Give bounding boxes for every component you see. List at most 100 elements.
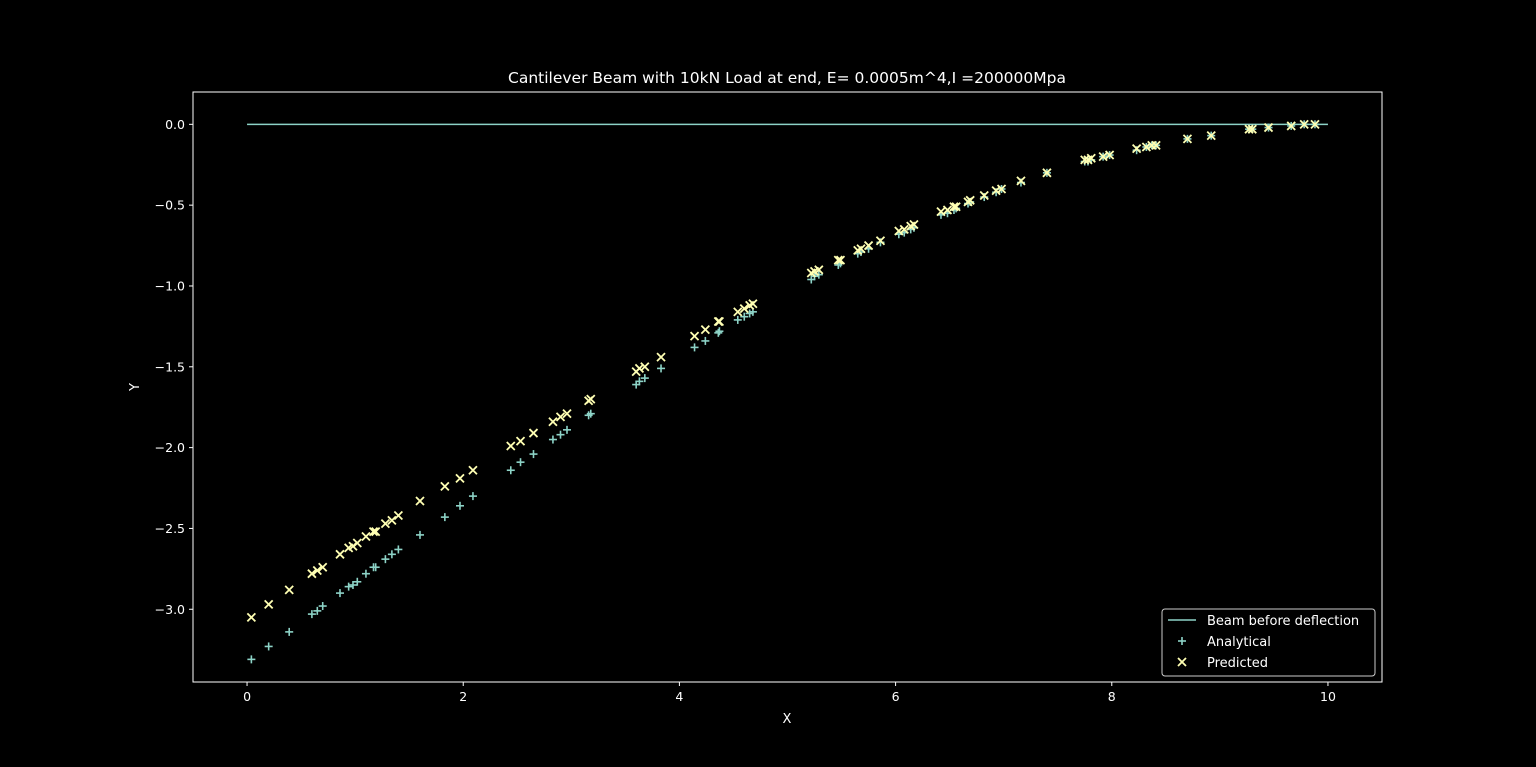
predicted-point: [894, 226, 904, 236]
predicted-point-b: [640, 362, 650, 372]
predicted-point: [528, 428, 539, 438]
analytical-point: [690, 343, 699, 352]
analytical-point: [415, 530, 424, 539]
predicted-point: [1141, 142, 1151, 152]
predicted-point: [393, 510, 404, 521]
predicted-point: [949, 202, 959, 212]
predicted-point: [863, 240, 874, 251]
analytical-point: [586, 409, 595, 418]
analytical-point: [506, 466, 515, 475]
analytical-point: [353, 577, 362, 586]
predicted-point: [875, 236, 886, 246]
analytical-point: [313, 606, 322, 615]
analytical-point: [548, 435, 557, 444]
predicted-point: [562, 409, 572, 419]
predicted-point-b: [863, 240, 874, 251]
predicted-point: [1310, 119, 1320, 129]
legend: Beam before deflection Analytical Predic…: [1161, 608, 1376, 677]
legend-predicted-x-b: [1177, 657, 1187, 667]
predicted-point-b: [1247, 124, 1257, 134]
analytical-point: [348, 581, 357, 590]
predicted-point: [264, 599, 274, 610]
legend-box: [1161, 608, 1376, 677]
analytical-point: [516, 458, 525, 467]
predicted-point-b: [387, 515, 397, 525]
predicted-point-b: [352, 538, 362, 548]
predicted-point: [1080, 155, 1090, 165]
predicted-point: [1016, 176, 1026, 186]
predicted-point-b: [528, 428, 539, 438]
predicted-point-b: [965, 195, 975, 205]
predicted-point: [1244, 124, 1254, 134]
predicted-points-layer: [246, 119, 1320, 622]
analytical-point: [285, 627, 294, 636]
x-tick-label: 8: [1108, 689, 1116, 704]
predicted-point: [368, 527, 379, 537]
predicted-point-b: [689, 331, 700, 341]
predicted-point-b: [733, 307, 743, 317]
predicted-point: [640, 362, 650, 372]
predicted-point: [455, 473, 465, 483]
analytical-point: [381, 555, 390, 564]
predicted-point-b: [555, 412, 566, 422]
predicted-point: [833, 255, 843, 265]
predicted-point-b: [700, 324, 710, 335]
predicted-point-b: [1299, 119, 1309, 129]
legend-predicted-label: Predicted: [1207, 656, 1268, 671]
predicted-point-b: [833, 255, 843, 265]
predicted-point-b: [1098, 152, 1108, 162]
predicted-point-b: [991, 185, 1001, 196]
predicted-point: [634, 363, 645, 374]
legend-beam-label: Beam before deflection: [1207, 614, 1359, 629]
predicted-point-b: [909, 219, 919, 230]
x-tick-label: 10: [1320, 689, 1336, 704]
predicted-point: [814, 265, 824, 275]
analytical-point: [640, 374, 649, 383]
analytical-point: [733, 315, 742, 324]
predicted-point: [951, 202, 961, 212]
predicted-point-b: [748, 299, 758, 309]
y-axis-ticks: 0.0 −0.5 −1.0 −1.5 −2.0 −2.5 −3.0: [155, 117, 193, 617]
predicted-point: [748, 299, 758, 309]
predicted-point-b: [361, 531, 371, 542]
predicted-point-b: [515, 436, 526, 446]
predicted-point-b: [979, 190, 989, 201]
predicted-point: [555, 412, 566, 422]
predicted-point: [979, 190, 989, 201]
predicted-point: [714, 316, 725, 327]
y-tick-label: 0.0: [165, 117, 185, 132]
predicted-point-b: [714, 316, 725, 327]
predicted-point-b: [996, 184, 1007, 194]
predicted-point-b: [814, 265, 824, 275]
predicted-point-b: [1104, 150, 1115, 160]
y-axis-label: Y: [128, 383, 143, 392]
predicted-point-b: [371, 527, 381, 537]
predicted-point: [1042, 168, 1052, 178]
predicted-point-b: [1286, 121, 1296, 131]
analytical-point: [264, 642, 273, 651]
predicted-point-b: [264, 599, 274, 610]
predicted-point-b: [1182, 134, 1193, 144]
analytical-point: [394, 545, 403, 554]
y-tick-label: −0.5: [155, 198, 185, 213]
analytical-point: [344, 582, 353, 591]
legend-analytical-marker: [1178, 637, 1186, 645]
predicted-point: [307, 569, 317, 579]
predicted-point-b: [1263, 122, 1274, 133]
predicted-point-b: [318, 562, 328, 572]
predicted-point: [1151, 140, 1161, 150]
predicted-point-b: [899, 224, 909, 235]
predicted-point: [380, 518, 391, 529]
predicted-point: [1263, 122, 1274, 133]
predicted-point: [1286, 121, 1296, 131]
predicted-point-b: [936, 206, 946, 217]
predicted-point: [936, 206, 946, 217]
predicted-point-b: [1131, 143, 1142, 154]
analytical-point: [455, 501, 464, 510]
x-axis-ticks: 0 2 4 6 8 10: [243, 682, 1336, 704]
predicted-point: [856, 244, 866, 254]
analytical-point: [529, 450, 538, 459]
axes-frame: [192, 91, 1383, 683]
predicted-point-b: [468, 465, 478, 475]
